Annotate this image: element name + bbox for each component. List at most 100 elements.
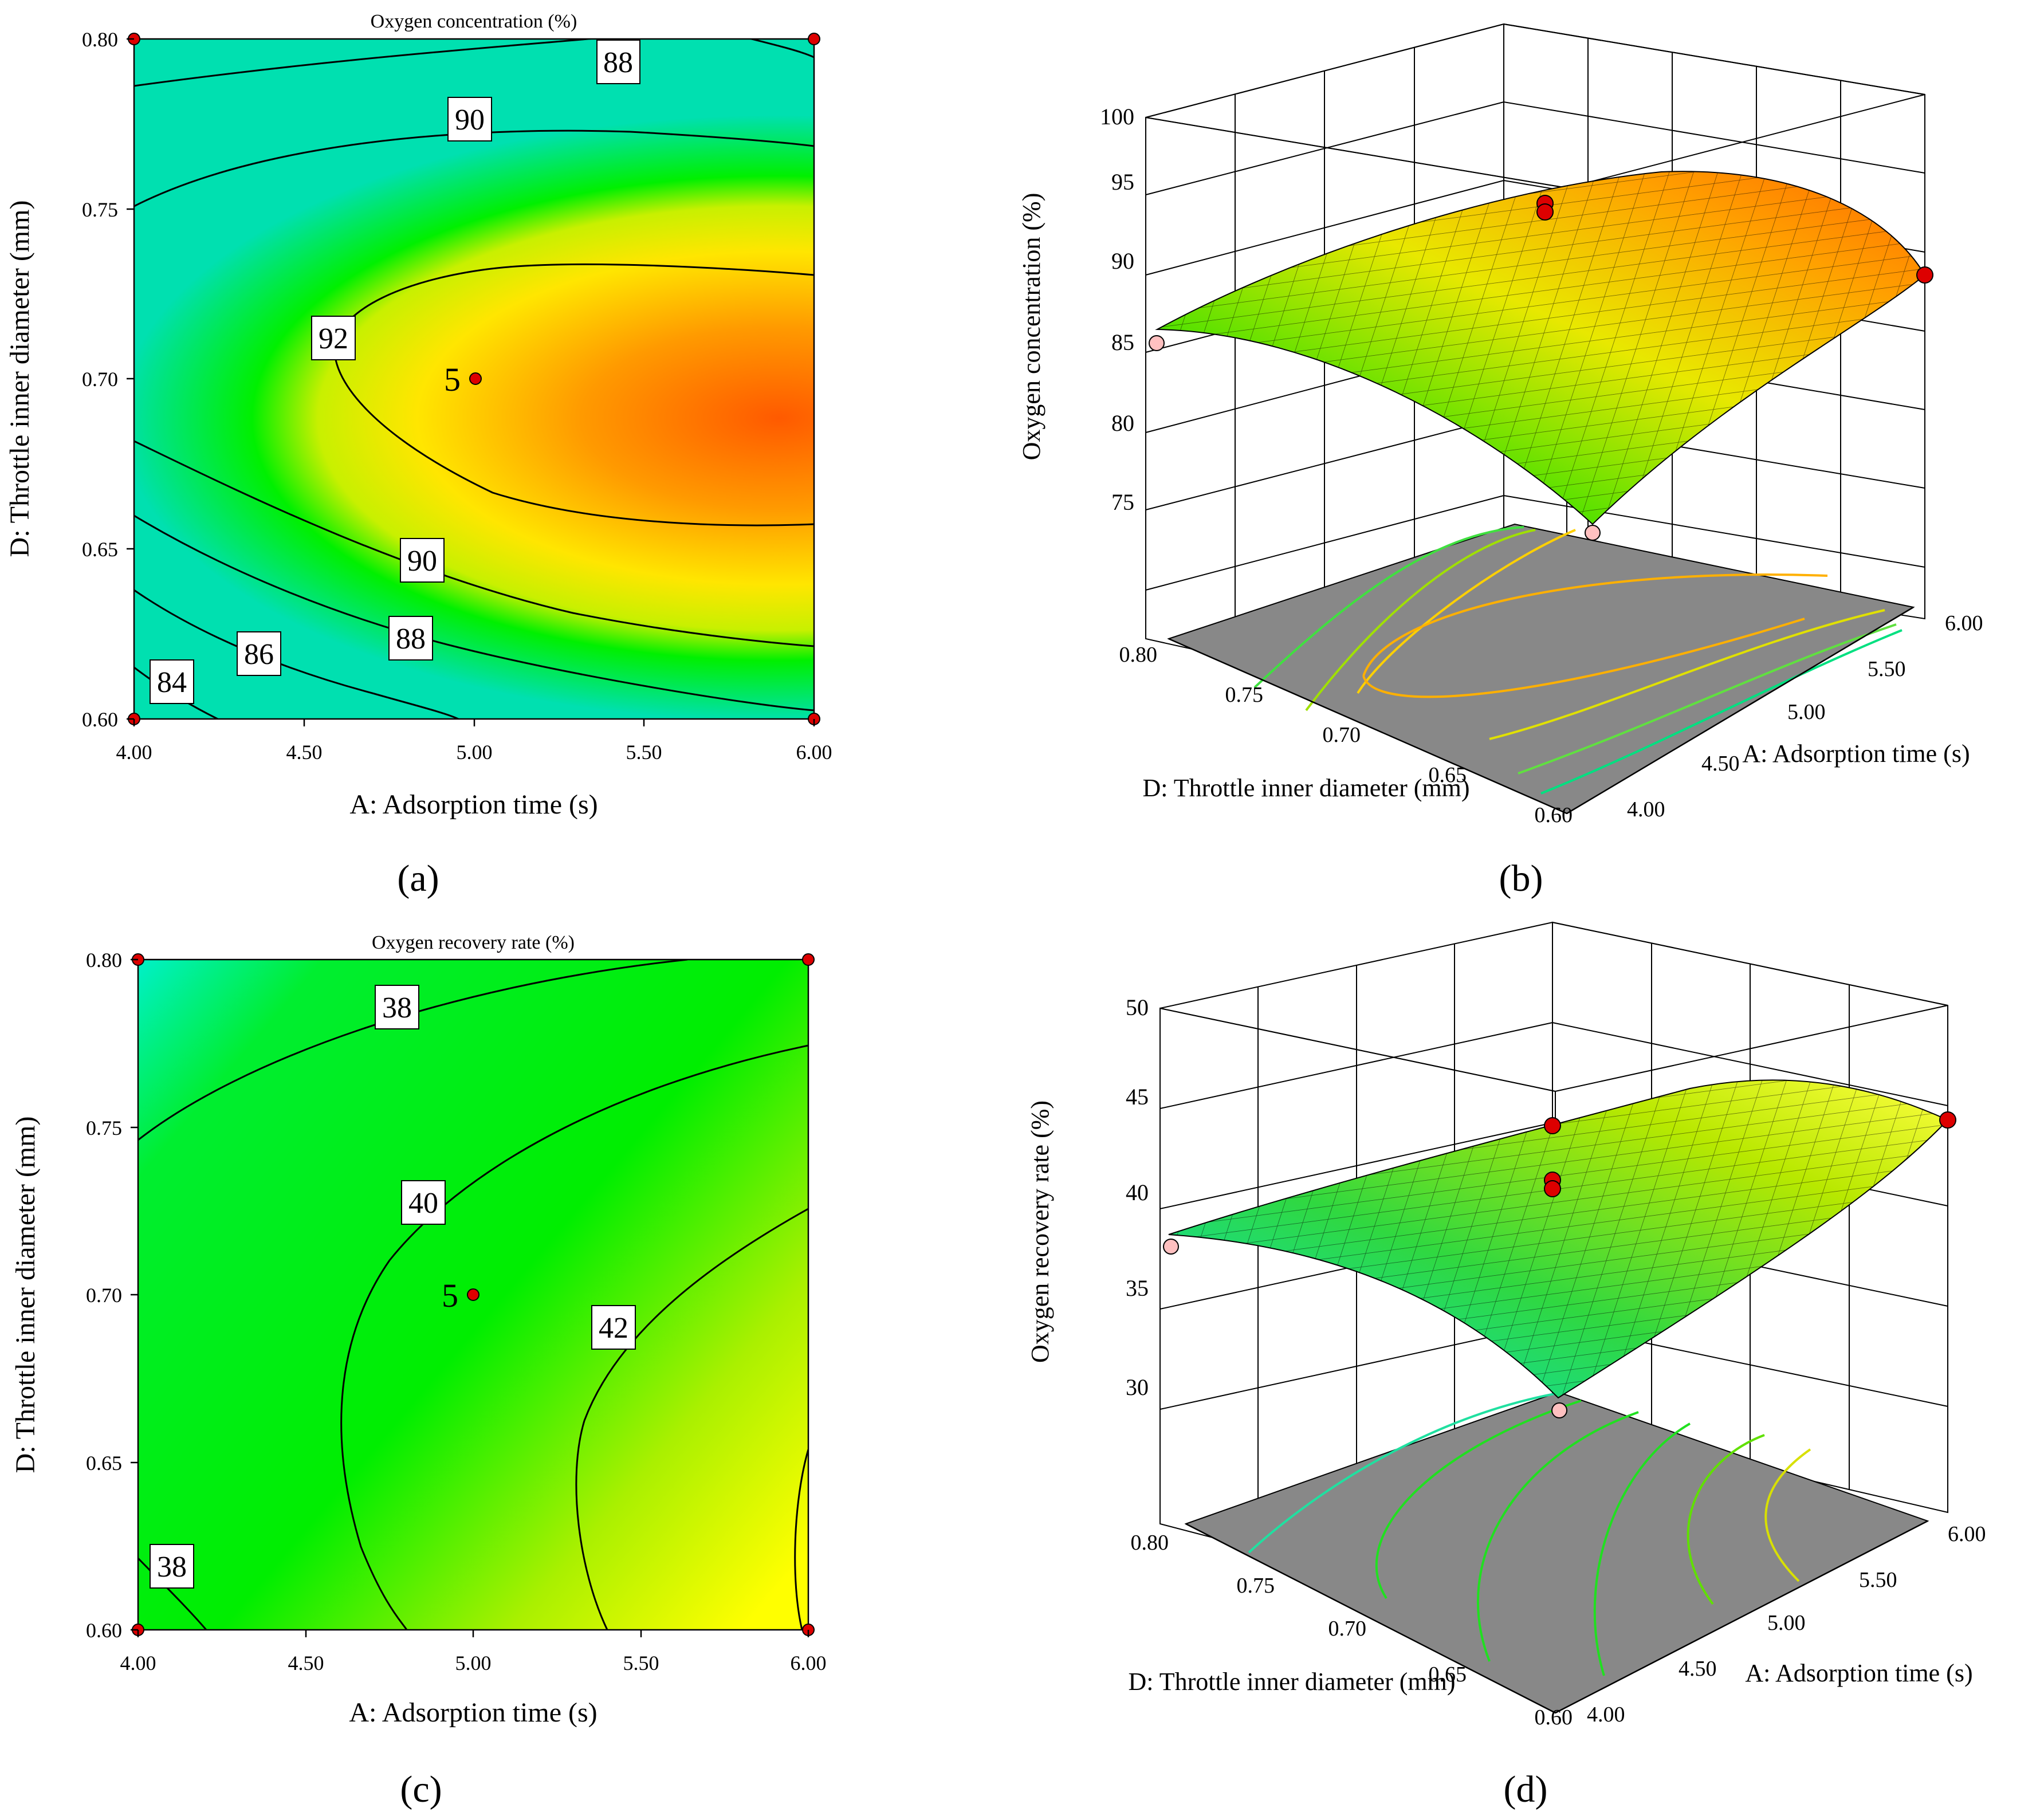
center-point (469, 372, 482, 385)
z-tick-label: 100 (1100, 104, 1134, 129)
contour-line-90-upper (134, 129, 814, 207)
y-tick-label: 0.60 (1535, 803, 1573, 827)
x-tick-label: 6.00 (791, 1652, 827, 1675)
y-tick-label: 0.75 (1237, 1574, 1275, 1598)
y-axis-label: D: Throttle inner diameter (mm) (5, 201, 35, 557)
y-tick-label: 0.80 (1119, 643, 1158, 667)
panel-label-b: (b) (1499, 858, 1543, 899)
contour-label-38-top: 38 (375, 985, 419, 1029)
contour-label-42: 42 (591, 1305, 636, 1350)
svg-text:90: 90 (455, 104, 485, 136)
contour-label-86: 86 (237, 631, 281, 676)
panel-c-contours (138, 960, 808, 1630)
svg-text:38: 38 (382, 992, 412, 1024)
panel-d-z-axis: 50 45 40 35 30 Oxygen recovery rate (%) (1026, 995, 1149, 1400)
contour-label-92: 92 (311, 316, 356, 360)
x-tick-label: 5.50 (626, 741, 662, 764)
x-tick-label: 4.50 (286, 741, 323, 764)
x-tick-label: 5.00 (457, 741, 493, 764)
center-point-count: 5 (442, 1277, 458, 1314)
x-tick-label: 6.00 (1948, 1522, 1986, 1546)
center-point (467, 1288, 479, 1301)
y-axis-label: D: Throttle inner diameter (mm) (1142, 774, 1469, 802)
panel-d-design-points (1163, 1111, 1956, 1418)
x-tick-label: 4.50 (1679, 1657, 1717, 1681)
z-axis-label: Oxygen recovery rate (%) (1026, 1100, 1054, 1363)
z-tick-label: 30 (1126, 1374, 1149, 1400)
x-tick-label: 6.00 (1945, 611, 1983, 635)
panel-a-contour-labels: 88 90 92 90 88 86 84 (150, 40, 640, 704)
z-tick-label: 35 (1126, 1275, 1149, 1301)
panel-b-floor (1167, 523, 1915, 815)
contour-line-40 (340, 1044, 808, 1630)
x-axis-label: A: Adsorption time (s) (349, 789, 598, 820)
svg-text:40: 40 (408, 1187, 438, 1220)
panel-b-floor-contours (1253, 526, 1903, 795)
y-tick-label: 0.70 (1323, 723, 1361, 747)
z-tick-label: 45 (1126, 1084, 1149, 1110)
panel-c-title: Oxygen recovery rate (%) (372, 932, 575, 953)
panel-b-design-points (1149, 195, 1933, 541)
x-tick-label: 4.50 (288, 1652, 324, 1675)
x-tick-label: 5.50 (1859, 1568, 1897, 1592)
y-tick-label: 0.75 (1225, 683, 1264, 707)
panel-b-z-axis: 100 95 90 85 80 75 Oxygen concentration … (1017, 104, 1134, 515)
contour-line-38-top (138, 960, 688, 1141)
x-tick-label: 5.00 (1767, 1611, 1806, 1635)
panel-d-surface: 50 45 40 35 30 Oxygen recovery rate (%) … (1026, 921, 1986, 1810)
z-tick-label: 40 (1126, 1180, 1149, 1205)
contour-line-86 (134, 589, 459, 719)
panel-b-surface: 100 95 90 85 80 75 Oxygen concentration … (1017, 23, 1983, 899)
contour-line-88-lower (134, 514, 814, 712)
contour-label-38-bottom: 38 (150, 1544, 194, 1589)
y-tick-label: 0.80 (1131, 1531, 1169, 1555)
z-tick-label: 85 (1111, 329, 1134, 355)
panel-b-x-axis: 4.00 4.50 5.00 5.50 6.00 A: Adsorption t… (1566, 606, 1983, 822)
design-point (808, 33, 820, 45)
contour-line-42 (575, 1208, 808, 1630)
z-tick-label: 90 (1111, 248, 1134, 274)
y-tick-label: 0.80 (82, 28, 118, 51)
z-axis-label: Oxygen concentration (%) (1017, 193, 1045, 461)
x-tick-label: 4.00 (1587, 1703, 1625, 1727)
svg-text:90: 90 (407, 545, 437, 577)
panel-a-design-points: 5 (128, 33, 820, 725)
x-axis-label: A: Adsorption time (s) (1745, 1659, 1972, 1687)
contour-line-90-lower (134, 440, 814, 647)
x-tick-label: 4.00 (116, 741, 152, 764)
panel-c-design-points: 5 (132, 953, 815, 1636)
center-point-count: 5 (444, 361, 461, 398)
z-tick-label: 50 (1126, 995, 1149, 1020)
panel-c-contour-labels: 38 40 42 38 (150, 985, 636, 1589)
svg-text:84: 84 (157, 666, 187, 699)
contour-line-38-bottom (138, 1557, 207, 1630)
y-tick-label: 0.70 (86, 1284, 122, 1307)
y-tick-label: 0.70 (1328, 1617, 1367, 1641)
panel-a-contour: Oxygen concentration (%) 88 90 92 90 88 … (5, 11, 832, 899)
contour-label-88-bottom: 88 (388, 616, 433, 661)
panel-c-x-axis: 4.00 4.50 5.00 5.50 6.00 A: Adsorption t… (120, 1630, 827, 1728)
svg-text:38: 38 (157, 1551, 187, 1583)
panel-label-d: (d) (1504, 1768, 1548, 1810)
y-tick-label: 0.75 (82, 198, 118, 221)
contour-label-40: 40 (401, 1180, 446, 1225)
svg-text:42: 42 (599, 1312, 628, 1345)
panel-label-a: (a) (397, 858, 439, 899)
x-tick-label: 5.00 (455, 1652, 492, 1675)
x-tick-label: 5.50 (1868, 657, 1906, 681)
contour-line-44 (794, 1449, 808, 1630)
x-axis-label: A: Adsorption time (s) (349, 1697, 597, 1728)
contour-label-90-bottom: 90 (400, 538, 445, 583)
panel-d-x-axis: 4.00 4.50 5.00 5.50 6.00 A: Adsorption t… (1555, 1520, 1986, 1727)
y-tick-label: 0.75 (86, 1117, 122, 1139)
panel-c-contour: Oxygen recovery rate (%) 38 40 42 38 5 4… (10, 932, 827, 1810)
contour-label-88-top: 88 (596, 40, 640, 84)
panel-b-y-axis: 0.80 0.75 0.70 0.65 0.60 D: Throttle inn… (1119, 638, 1573, 827)
z-tick-label: 80 (1111, 410, 1134, 436)
y-axis-label: D: Throttle inner diameter (mm) (10, 1117, 41, 1473)
panel-d-floor-contours (1248, 1391, 1811, 1676)
y-tick-label: 0.80 (86, 949, 122, 972)
y-tick-label: 0.65 (86, 1452, 122, 1475)
y-tick-label: 0.60 (82, 708, 118, 731)
